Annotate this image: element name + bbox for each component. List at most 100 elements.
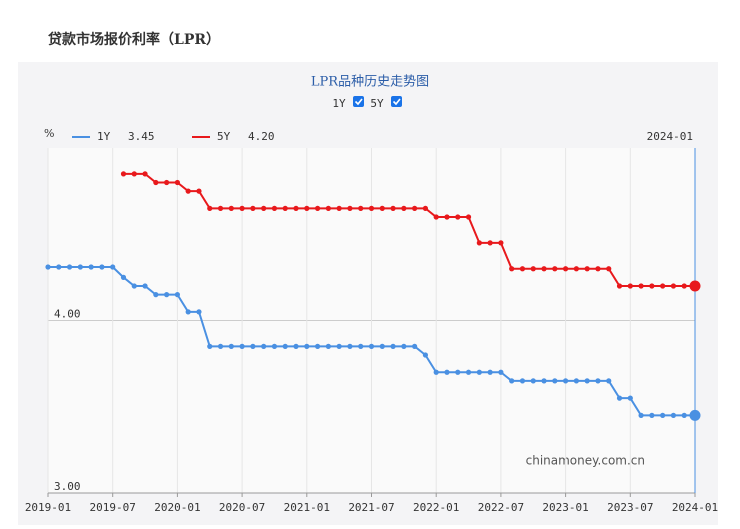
data-point [498, 369, 504, 375]
data-point [153, 179, 159, 186]
data-point [239, 343, 245, 349]
data-point [627, 395, 633, 401]
data-point [509, 378, 515, 384]
data-point [455, 369, 461, 375]
data-point [131, 171, 137, 177]
data-point [401, 343, 407, 349]
data-point [56, 264, 62, 270]
x-tick-label: 2021-01 [284, 501, 330, 514]
data-point [314, 343, 321, 349]
data-point [465, 369, 472, 375]
data-point [390, 205, 396, 211]
checkbox[interactable] [391, 96, 402, 107]
data-point [325, 343, 331, 349]
data-point [304, 343, 310, 349]
data-point [379, 343, 385, 349]
data-point [519, 378, 526, 384]
data-point [573, 378, 579, 384]
data-point [616, 283, 623, 289]
x-tick-label: 2023-07 [607, 501, 653, 514]
data-point [444, 369, 450, 375]
data-point [390, 343, 396, 349]
data-point [541, 266, 547, 272]
data-point [358, 205, 364, 211]
data-point [282, 343, 288, 349]
data-point [638, 412, 644, 418]
data-point [271, 205, 278, 211]
data-point [336, 205, 342, 211]
data-point [174, 292, 180, 298]
data-point [465, 214, 472, 220]
data-point [336, 343, 342, 349]
x-tick-label: 2020-07 [219, 501, 265, 514]
data-point [314, 205, 321, 211]
data-point [153, 292, 159, 298]
data-point [196, 309, 202, 315]
data-point [239, 205, 245, 211]
chart-title: LPR品种历史走势图 [311, 74, 429, 90]
data-point [627, 283, 633, 289]
data-point [616, 395, 623, 401]
x-tick-label: 2019-07 [90, 501, 136, 514]
data-point [131, 283, 137, 289]
data-point [228, 205, 234, 211]
data-point [368, 343, 375, 349]
data-point [649, 412, 655, 418]
data-point [88, 264, 94, 270]
data-point [99, 264, 105, 270]
data-point [638, 283, 644, 289]
data-point [519, 266, 526, 272]
data-point [422, 352, 429, 358]
data-point [595, 266, 601, 272]
tooltip-date: 2024-01 [647, 130, 693, 143]
data-point [164, 179, 170, 186]
data-point [120, 274, 127, 280]
data-point [606, 378, 612, 384]
data-point [66, 264, 73, 270]
data-point [185, 309, 191, 315]
x-tick-label: 2019-01 [25, 501, 71, 514]
data-point [282, 205, 288, 211]
data-point [325, 205, 331, 211]
x-tick-label: 2024-01 [672, 501, 718, 514]
data-point [185, 188, 191, 194]
data-point [368, 205, 375, 211]
data-point [433, 214, 439, 220]
data-point [164, 292, 170, 298]
data-point [217, 343, 224, 349]
y-tick-label: 4.00 [54, 308, 81, 321]
data-point [110, 264, 116, 270]
data-point [142, 283, 148, 289]
legend-label: 5Y [217, 130, 231, 143]
data-point [271, 343, 278, 349]
data-point [541, 378, 547, 384]
legend-label: 1Y [97, 130, 111, 143]
data-point [120, 171, 127, 177]
data-point [174, 179, 180, 186]
data-point [401, 205, 407, 211]
x-tick-label: 2022-01 [413, 501, 459, 514]
data-point [412, 205, 418, 211]
data-point [530, 266, 536, 272]
data-point [207, 205, 213, 211]
data-point [261, 343, 267, 349]
data-point [563, 378, 569, 384]
data-point [422, 205, 429, 211]
data-point [293, 343, 299, 349]
data-point [660, 412, 666, 418]
data-point [412, 343, 418, 349]
data-point [261, 205, 267, 211]
data-point [347, 343, 353, 349]
data-point [584, 378, 590, 384]
toggle-label: 1Y [332, 97, 346, 110]
data-point [552, 266, 558, 272]
x-tick-label: 2023-01 [542, 501, 588, 514]
data-point [217, 205, 224, 211]
data-point [530, 378, 536, 384]
checkbox[interactable] [353, 96, 364, 107]
data-point [207, 343, 213, 349]
data-point [77, 264, 83, 270]
data-point [681, 283, 687, 289]
x-tick-label: 2022-07 [478, 501, 524, 514]
